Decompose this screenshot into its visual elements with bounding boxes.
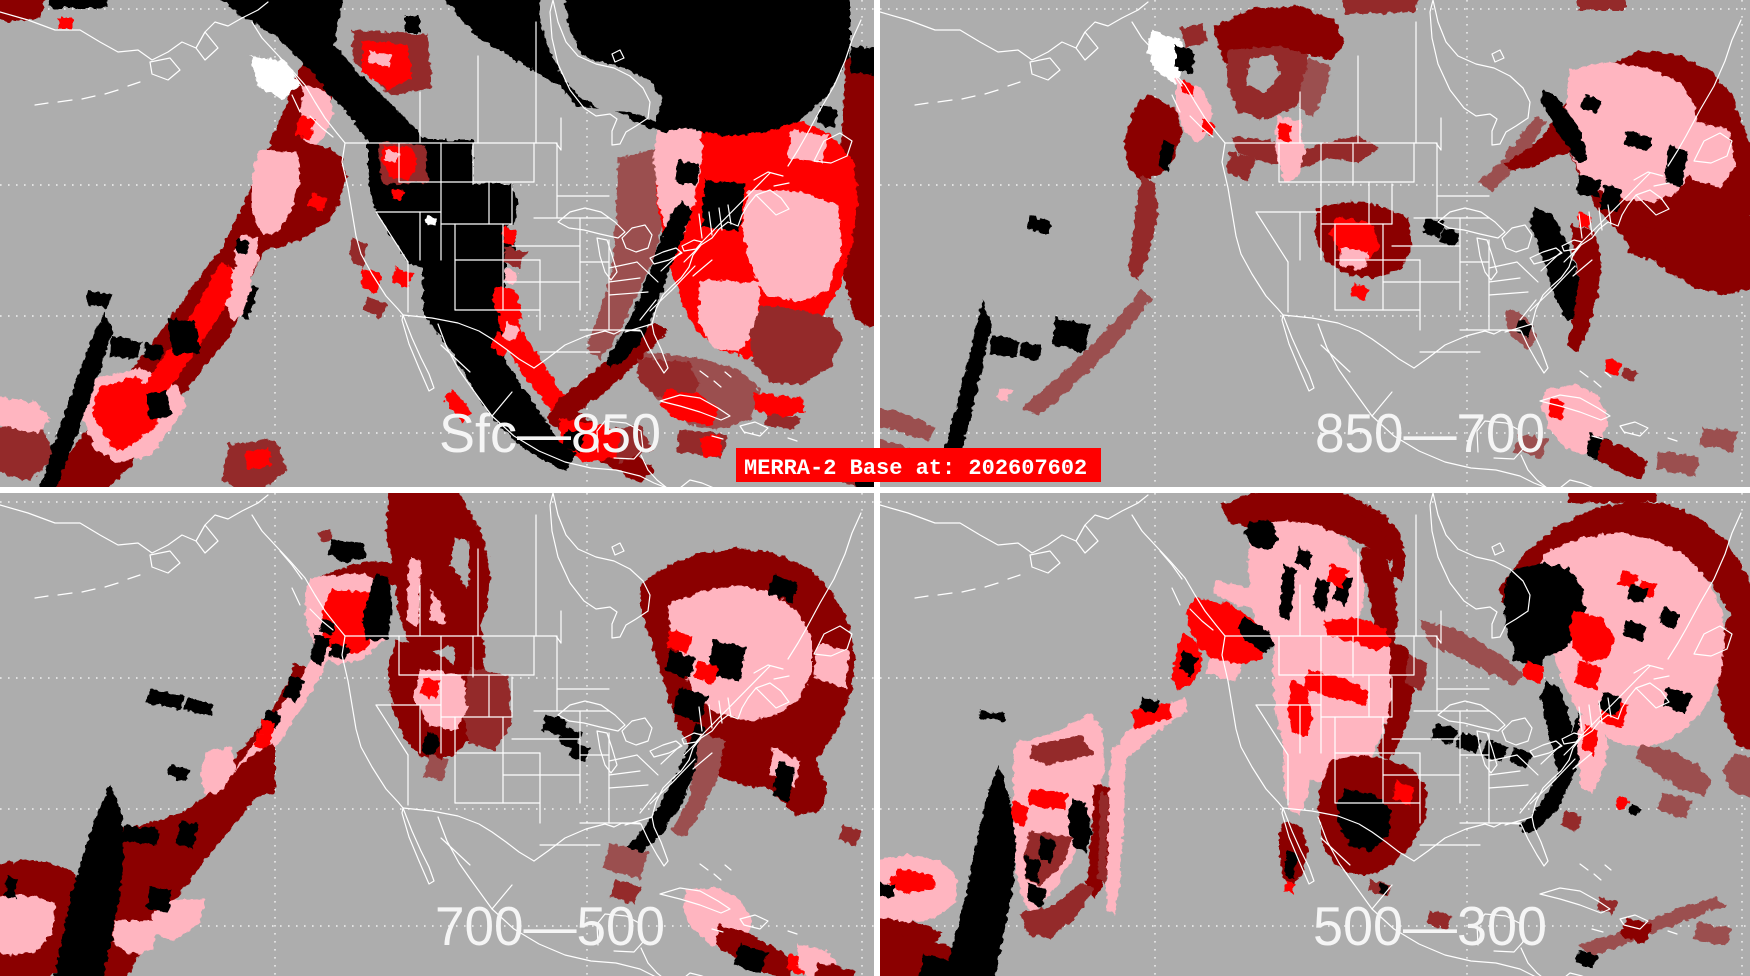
svg-text:Sfc—850: Sfc—850 — [439, 402, 661, 464]
svg-text:850—700: 850—700 — [1315, 402, 1545, 464]
svg-text:500—300: 500—300 — [1313, 895, 1547, 957]
svg-text:700—500: 700—500 — [435, 895, 665, 957]
svg-text:MERRA-2 Base at: 202607602: MERRA-2 Base at: 202607602 — [744, 456, 1087, 481]
